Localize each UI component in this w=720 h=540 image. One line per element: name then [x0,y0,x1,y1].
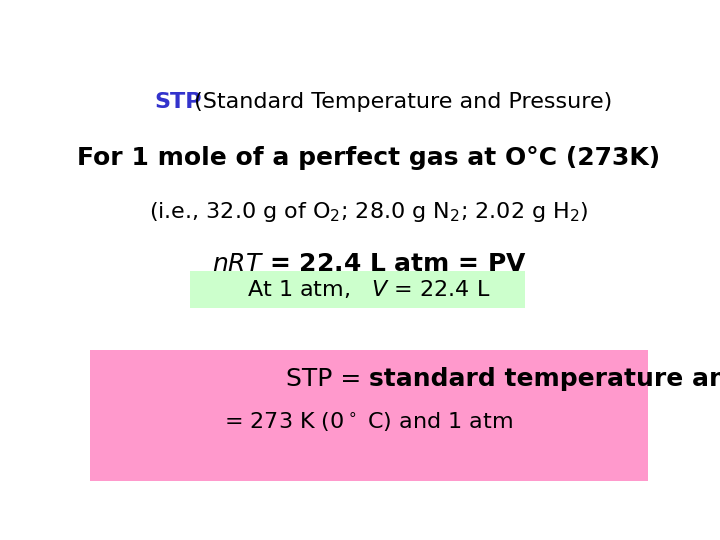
Text: = 273 K (0$^\circ$ C) and 1 atm: = 273 K (0$^\circ$ C) and 1 atm [225,410,513,434]
Text: STP: STP [154,92,202,112]
Text: STP =: STP = [286,367,369,391]
Text: At 1 atm,   $\mathit{V}$ = 22.4 L: At 1 atm, $\mathit{V}$ = 22.4 L [247,278,491,300]
Text: (Standard Temperature and Pressure): (Standard Temperature and Pressure) [187,92,612,112]
Text: For 1 mole of a perfect gas at O°C (273K): For 1 mole of a perfect gas at O°C (273K… [78,146,660,170]
Text: standard temperature and pressure: standard temperature and pressure [369,367,720,391]
Text: (i.e., 32.0 g of O$_2$; 28.0 g N$_2$; 2.02 g H$_2$): (i.e., 32.0 g of O$_2$; 28.0 g N$_2$; 2.… [149,200,589,225]
Bar [190,271,526,308]
Bar [90,349,648,481]
Text: $\mathit{n}$$\mathit{R}$$\mathit{T}$ = 22.4 L atm = PV: $\mathit{n}$$\mathit{R}$$\mathit{T}$ = 2… [212,252,526,276]
